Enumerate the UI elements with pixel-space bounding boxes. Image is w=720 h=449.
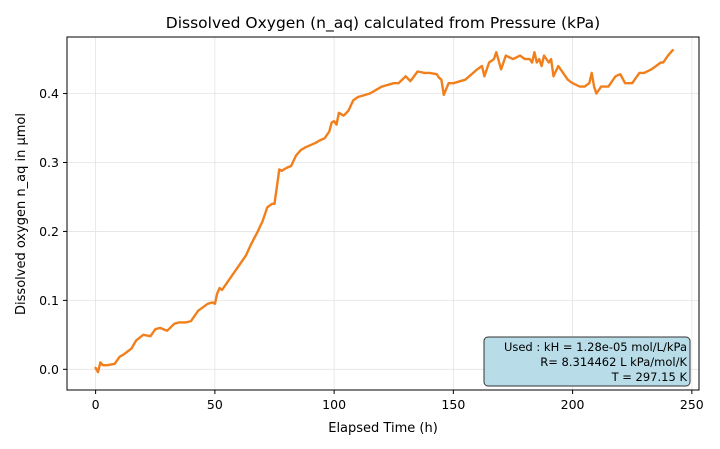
y-tick-label: 0.1 [39, 293, 59, 308]
x-tick-label: 0 [92, 397, 100, 412]
annotation-line-3: T = 297.15 K [611, 370, 688, 384]
y-axis: 0.0 0.1 0.2 0.3 0.4 [39, 86, 67, 377]
chart-title: Dissolved Oxygen (n_aq) calculated from … [166, 14, 600, 33]
series-line [94, 48, 674, 374]
plot-area [94, 48, 674, 374]
x-tick-label: 250 [680, 397, 704, 412]
annotation-background [483, 336, 691, 387]
x-axis-label: Elapsed Time (h) [328, 421, 438, 436]
y-tick-label: 0.2 [39, 224, 59, 239]
y-axis-label: Dissolved oxygen n_aq in µmol [14, 113, 29, 315]
x-tick-label: 50 [207, 397, 223, 412]
annotation-line-2: R= 8.314462 L kPa/mol/K [540, 355, 687, 369]
x-tick-label: 200 [561, 397, 585, 412]
x-tick-label: 100 [322, 397, 346, 412]
y-tick-label: 0.4 [39, 86, 59, 101]
annotation-box: Used : kH = 1.28e-05 mol/L/kPa R= 8.3144… [483, 336, 691, 387]
annotation-line-1: Used : kH = 1.28e-05 mol/L/kPa [504, 340, 687, 354]
y-tick-label: 0.3 [39, 155, 59, 170]
x-tick-label: 150 [441, 397, 465, 412]
y-tick-label: 0.0 [39, 362, 59, 377]
plot-frame [66, 36, 700, 391]
x-axis: 0 50 100 150 200 250 [92, 390, 704, 412]
